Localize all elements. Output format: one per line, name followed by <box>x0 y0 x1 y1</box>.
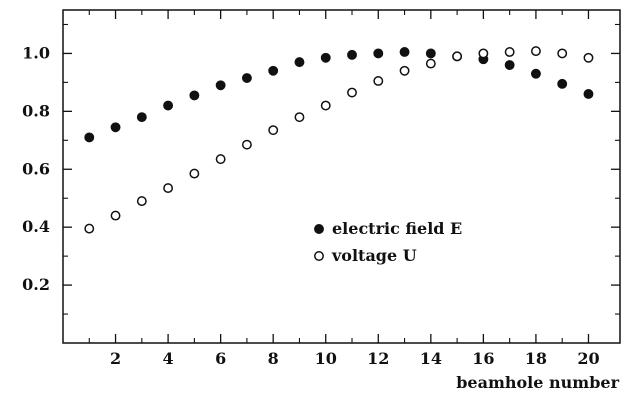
electric-field-point <box>530 68 541 79</box>
voltage-point <box>294 112 305 123</box>
voltage-point <box>163 183 174 194</box>
electric-field-point <box>557 78 568 89</box>
electric-field-point <box>425 48 436 59</box>
voltage-point <box>373 75 384 86</box>
x-tick-label: 16 <box>472 349 494 368</box>
electric-field-point <box>163 100 174 111</box>
series-electric-field <box>84 47 594 143</box>
y-tick-label: 0.6 <box>22 159 50 178</box>
electric-field-point <box>189 90 200 101</box>
electric-field-point <box>268 65 279 76</box>
electric-field-point <box>583 89 594 99</box>
voltage-point <box>241 139 252 150</box>
electric-field-point <box>136 112 147 123</box>
axis-ticks <box>63 10 620 343</box>
plot-frame <box>62 9 621 344</box>
legend: electric field E voltage U <box>314 219 462 265</box>
series-voltage <box>84 46 594 234</box>
electric-field-point <box>399 47 410 57</box>
voltage-point <box>530 46 541 57</box>
axis-tick-labels: 2 4 6 8 10 12 14 16 18 20 0.2 0.4 0.6 0.8 1.0 <box>22 43 599 368</box>
electric-field-point <box>347 49 357 60</box>
x-axis-label: beamhole number <box>456 373 619 392</box>
y-tick-label: 0.4 <box>22 217 50 236</box>
voltage-point <box>399 65 410 76</box>
x-tick-label: 20 <box>577 349 599 368</box>
x-tick-label: 4 <box>163 349 174 368</box>
voltage-point <box>478 48 489 59</box>
legend-marker-open <box>314 251 324 261</box>
y-tick-label: 1.0 <box>22 43 50 62</box>
y-tick-label: 0.8 <box>22 101 50 120</box>
voltage-point <box>320 100 331 111</box>
electric-field-point <box>84 132 95 143</box>
x-tick-label: 14 <box>420 349 442 368</box>
voltage-point <box>84 223 95 234</box>
legend-label: voltage U <box>331 246 417 265</box>
y-tick-label: 0.2 <box>22 275 50 294</box>
x-tick-label: 18 <box>525 349 547 368</box>
voltage-point <box>425 58 436 69</box>
x-tick-label: 12 <box>367 349 389 368</box>
voltage-point <box>189 168 200 179</box>
voltage-point <box>110 210 121 221</box>
electric-field-point <box>373 48 384 59</box>
voltage-point <box>583 52 594 63</box>
electric-field-point <box>215 80 226 91</box>
voltage-point <box>136 196 147 207</box>
voltage-point <box>347 87 357 98</box>
x-tick-label: 10 <box>315 349 337 368</box>
data-points <box>84 46 594 234</box>
electric-field-point <box>294 57 305 68</box>
voltage-point <box>557 48 568 59</box>
x-tick-label: 6 <box>215 349 226 368</box>
voltage-point <box>215 154 226 165</box>
electric-field-point <box>504 60 515 70</box>
voltage-point <box>268 125 279 136</box>
electric-field-point <box>110 122 121 133</box>
legend-label: electric field E <box>332 219 462 238</box>
voltage-point <box>504 47 515 57</box>
electric-field-point <box>241 73 252 83</box>
x-tick-label: 8 <box>268 349 279 368</box>
electric-field-point <box>320 52 331 63</box>
voltage-point <box>452 51 463 62</box>
x-tick-label: 2 <box>110 349 121 368</box>
legend-marker-filled <box>314 224 324 234</box>
